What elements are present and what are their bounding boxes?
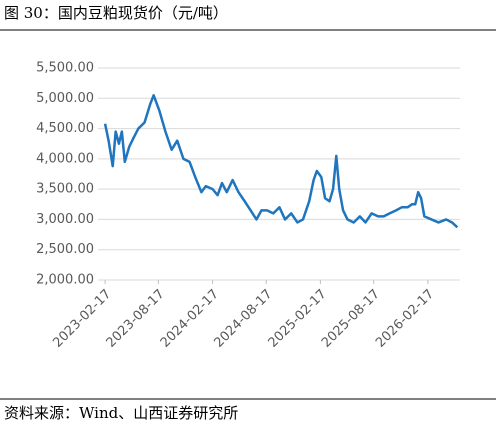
y-tick-label: 5,000.00	[36, 91, 94, 106]
y-tick-label: 4,000.00	[36, 151, 94, 166]
series-line	[103, 94, 459, 229]
y-tick-label: 5,500.00	[36, 61, 94, 76]
y-tick-label: 4,500.00	[36, 121, 94, 136]
y-tick-label: 3,500.00	[36, 182, 94, 197]
x-tick-label: 2026-02-17	[373, 287, 437, 351]
chart-title: 图 30：国内豆粕现货价（元/吨）	[4, 4, 228, 22]
y-tick-label: 3,000.00	[36, 212, 94, 227]
y-tick-label: 2,500.00	[36, 242, 94, 257]
y-tick-label: 2,000.00	[36, 273, 94, 288]
source-note: 资料来源：Wind、山西证券研究所	[4, 404, 238, 422]
